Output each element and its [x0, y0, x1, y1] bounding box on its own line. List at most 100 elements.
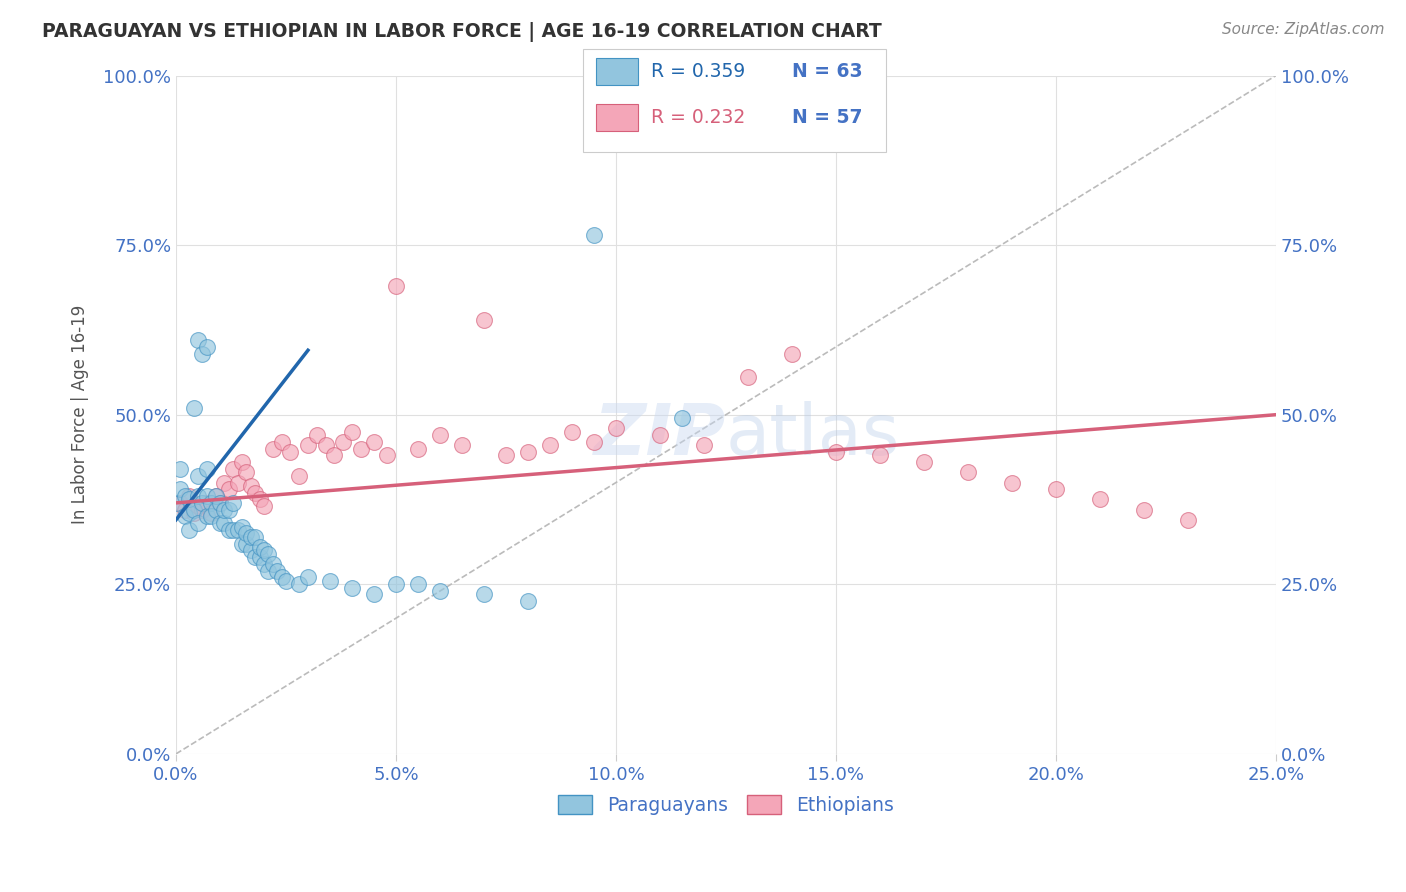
Point: [187, 489, 209, 503]
Point: [375, 449, 398, 463]
Point: [187, 500, 209, 514]
Point: [191, 496, 214, 510]
Point: [183, 506, 205, 520]
Point: [270, 570, 292, 584]
Point: [1177, 513, 1199, 527]
Point: [288, 577, 311, 591]
Text: R = 0.359: R = 0.359: [651, 62, 745, 81]
Point: [262, 442, 284, 456]
Point: [200, 506, 222, 520]
Legend: Paraguayans, Ethiopians: Paraguayans, Ethiopians: [551, 788, 901, 822]
Point: [214, 475, 236, 490]
Point: [222, 523, 245, 537]
Point: [214, 502, 236, 516]
Point: [204, 502, 226, 516]
Point: [495, 449, 517, 463]
Point: [605, 421, 627, 435]
Point: [472, 312, 495, 326]
Point: [204, 489, 226, 503]
Point: [257, 547, 280, 561]
Point: [538, 438, 561, 452]
Point: [253, 543, 276, 558]
Point: [1133, 502, 1156, 516]
Point: [257, 564, 280, 578]
Point: [191, 346, 214, 360]
Point: [208, 496, 231, 510]
Point: [582, 227, 605, 242]
Point: [187, 516, 209, 531]
Point: [737, 370, 759, 384]
Point: [179, 492, 201, 507]
Point: [169, 496, 191, 510]
Point: [165, 496, 187, 510]
Point: [297, 570, 319, 584]
Text: R = 0.232: R = 0.232: [651, 108, 745, 128]
Point: [406, 442, 429, 456]
Text: N = 57: N = 57: [792, 108, 862, 128]
Point: [956, 466, 979, 480]
Point: [231, 536, 253, 550]
Point: [195, 340, 218, 354]
Point: [183, 502, 205, 516]
Point: [350, 442, 373, 456]
Point: [249, 540, 271, 554]
Point: [200, 509, 222, 524]
Point: [517, 594, 540, 608]
Point: [406, 577, 429, 591]
Point: [912, 455, 935, 469]
Point: [179, 523, 201, 537]
Point: [169, 483, 191, 497]
Point: [208, 496, 231, 510]
Point: [1045, 483, 1067, 497]
Point: [323, 449, 346, 463]
Point: [693, 438, 716, 452]
Point: [239, 479, 262, 493]
Point: [332, 434, 354, 449]
Point: [243, 550, 266, 565]
Point: [243, 485, 266, 500]
Point: [235, 466, 257, 480]
Point: [561, 425, 583, 439]
Point: [582, 434, 605, 449]
Point: [239, 543, 262, 558]
Point: [451, 438, 474, 452]
Point: [235, 526, 257, 541]
Point: [385, 278, 408, 293]
Point: [249, 550, 271, 565]
Point: [218, 483, 240, 497]
Point: [319, 574, 342, 588]
Point: [429, 584, 451, 599]
Point: [208, 516, 231, 531]
Point: [648, 428, 671, 442]
Text: Source: ZipAtlas.com: Source: ZipAtlas.com: [1222, 22, 1385, 37]
Point: [226, 475, 249, 490]
Point: [195, 489, 218, 503]
Point: [253, 557, 276, 571]
Point: [266, 564, 288, 578]
Point: [429, 428, 451, 442]
Point: [825, 445, 848, 459]
Point: [780, 346, 803, 360]
Point: [169, 462, 191, 476]
Text: PARAGUAYAN VS ETHIOPIAN IN LABOR FORCE | AGE 16-19 CORRELATION CHART: PARAGUAYAN VS ETHIOPIAN IN LABOR FORCE |…: [42, 22, 882, 42]
Text: N = 63: N = 63: [792, 62, 862, 81]
Point: [179, 506, 201, 520]
Point: [222, 462, 245, 476]
Point: [235, 536, 257, 550]
Point: [274, 574, 297, 588]
Point: [187, 468, 209, 483]
Point: [179, 489, 201, 503]
Point: [195, 462, 218, 476]
Point: [315, 438, 337, 452]
Point: [869, 449, 891, 463]
Point: [363, 587, 385, 601]
Text: atlas: atlas: [725, 401, 900, 469]
Point: [340, 581, 363, 595]
Point: [173, 489, 195, 503]
Y-axis label: In Labor Force | Age 16-19: In Labor Force | Age 16-19: [72, 305, 89, 524]
Point: [222, 496, 245, 510]
Point: [517, 445, 540, 459]
Point: [340, 425, 363, 439]
Point: [288, 468, 311, 483]
Point: [191, 502, 214, 516]
